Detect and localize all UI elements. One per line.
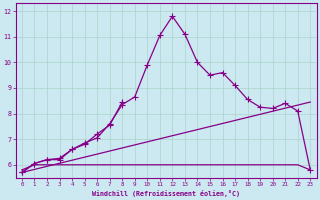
- X-axis label: Windchill (Refroidissement éolien,°C): Windchill (Refroidissement éolien,°C): [92, 190, 240, 197]
